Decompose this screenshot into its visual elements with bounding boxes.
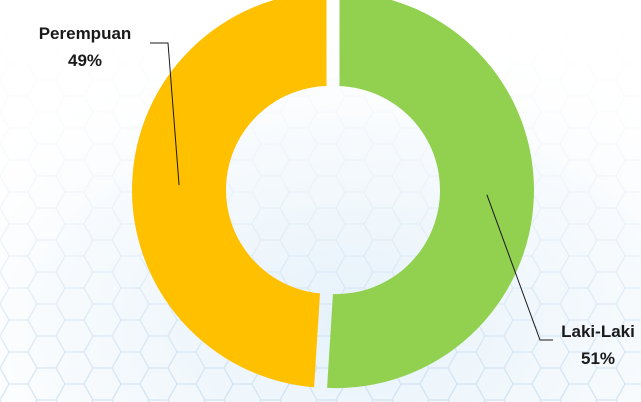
slices-layer bbox=[132, 0, 534, 389]
leader-lines bbox=[150, 42, 553, 341]
slice-category-label: Perempuan bbox=[39, 24, 132, 43]
leader-line-perempuan bbox=[150, 42, 180, 186]
slice-labels: Laki-Laki 51% Perempuan 49% bbox=[39, 24, 635, 368]
leader-line-laki-laki bbox=[486, 194, 553, 341]
slice-value-label: 49% bbox=[68, 51, 102, 70]
slice-value-label: 51% bbox=[581, 349, 615, 368]
slice-laki-laki bbox=[327, 0, 534, 389]
slice-perempuan bbox=[132, 0, 327, 388]
slice-category-label: Laki-Laki bbox=[561, 322, 635, 341]
